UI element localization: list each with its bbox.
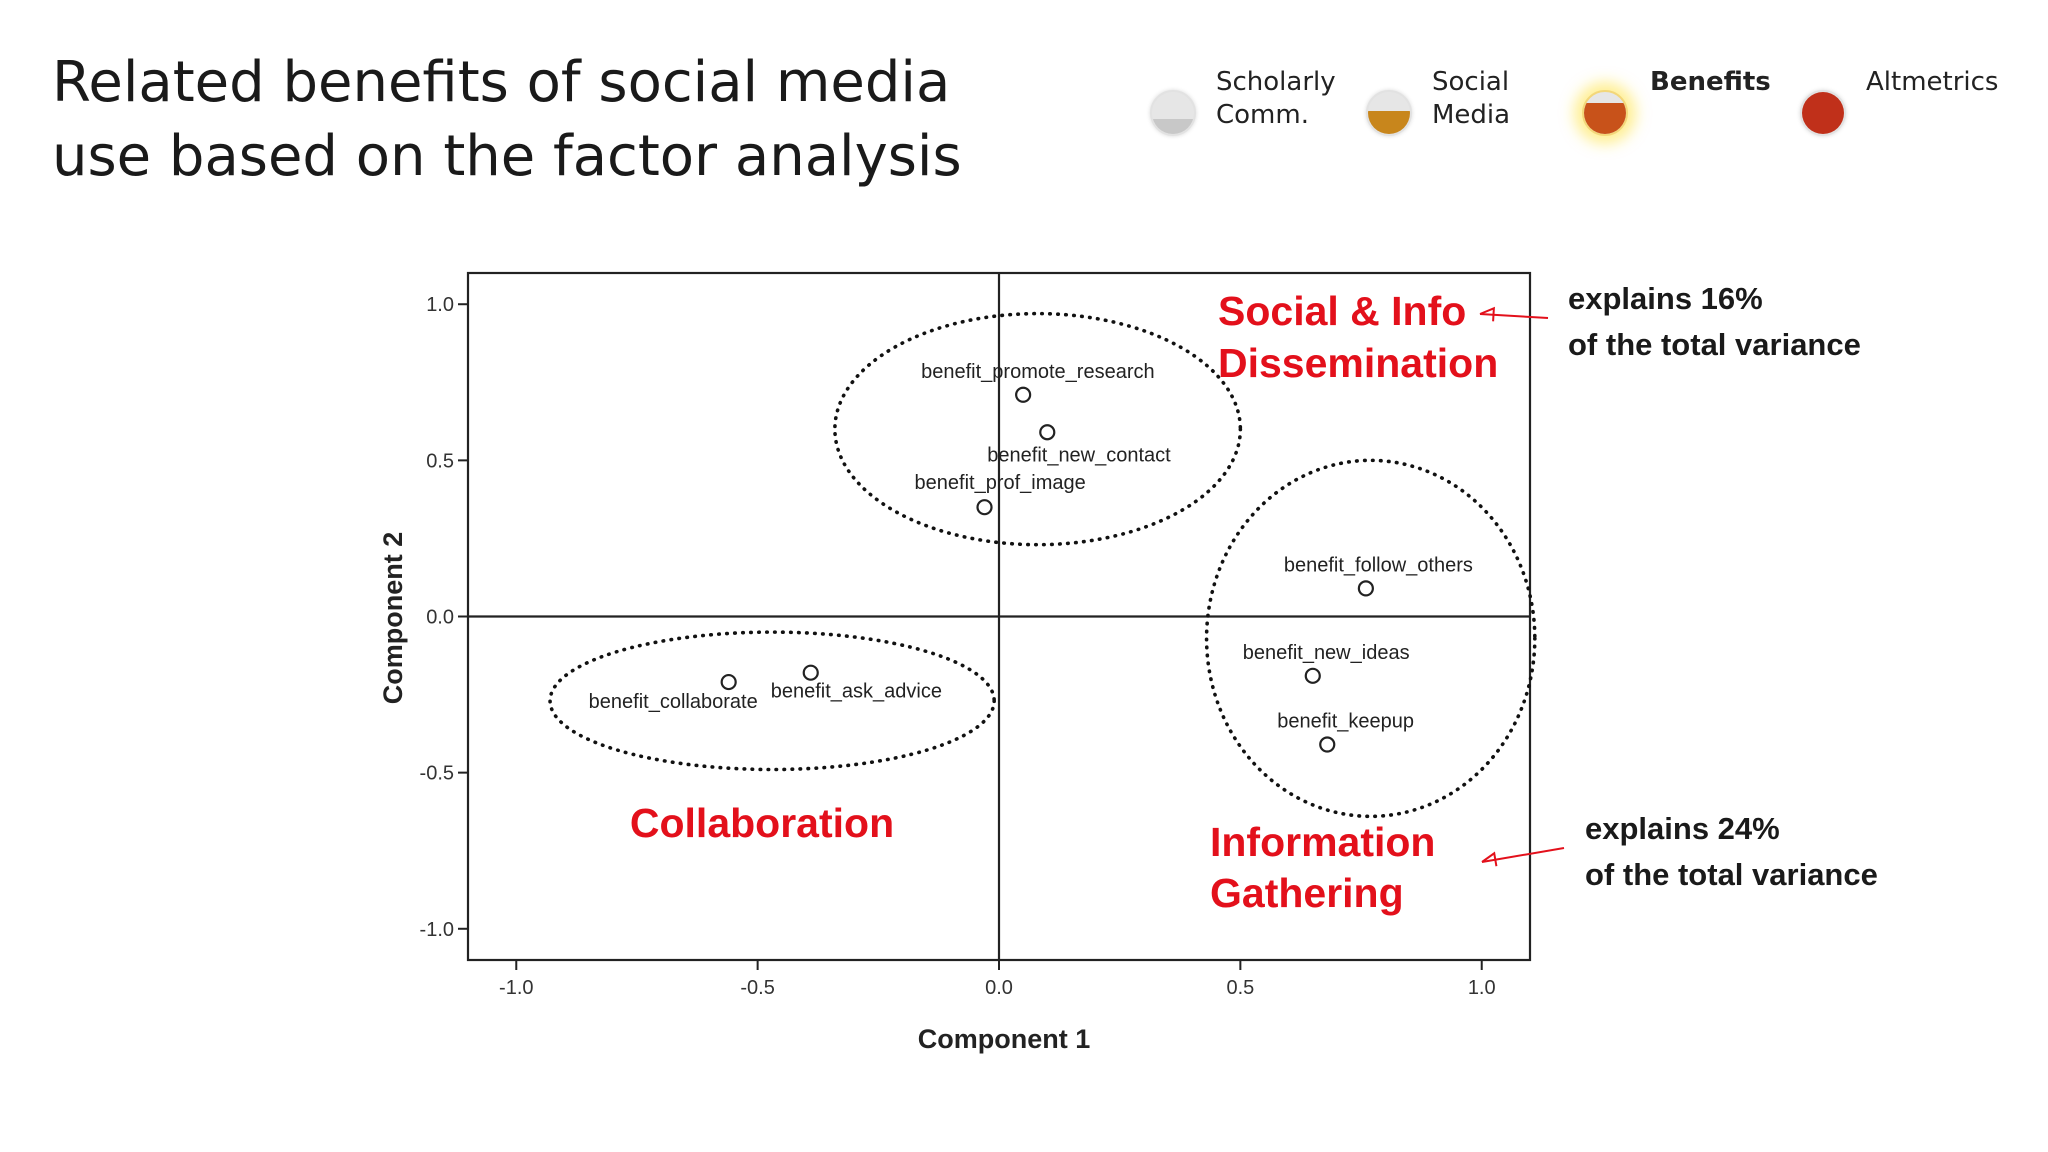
x-tick-label: -1.0: [499, 977, 533, 999]
nav-dot-social-media-icon: [1366, 90, 1412, 136]
slide-title-line-1: Related benefits of social media: [52, 50, 951, 115]
variance-note-social-info: explains 16% of the total variance: [1568, 281, 1861, 362]
cluster-ellipse: [548, 630, 996, 772]
data-point-label: benefit_promote_research: [921, 361, 1154, 383]
annotation-arrow: [1479, 313, 1549, 319]
annotation-arrowhead: [1481, 851, 1498, 867]
slide-title-line-2: use based on the factor analysis: [52, 124, 962, 189]
cluster-label: Gathering: [1210, 870, 1404, 916]
data-point: [1304, 667, 1321, 684]
nav-dot-altmetrics-icon: [1800, 90, 1846, 136]
y-tick-label: -0.5: [420, 763, 454, 785]
data-point: [1039, 424, 1056, 441]
data-point: [720, 673, 737, 691]
x-axis-label: Component 1: [918, 1024, 1091, 1054]
y-tick-label: 1.0: [426, 294, 454, 316]
x-tick-label: 0.0: [985, 977, 1013, 999]
cluster-label: Social & Info: [1218, 288, 1466, 334]
y-axis-label: Component 2: [378, 532, 408, 705]
nav-label-social-media: Social Media: [1432, 67, 1511, 130]
data-point-label: benefit_collaborate: [589, 691, 758, 713]
cluster-label: Dissemination: [1218, 340, 1498, 386]
y-tick-label: 0.0: [426, 607, 454, 629]
annotation-arrowhead: [1479, 306, 1495, 322]
cluster-label: Collaboration: [630, 800, 894, 846]
cluster-ellipse: [833, 311, 1243, 547]
nav-dot-scholarly-comm-icon: [1150, 90, 1196, 136]
data-point: [802, 664, 819, 681]
nav-label-scholarly-comm: Scholarly Comm.: [1216, 67, 1336, 130]
y-tick-label: 0.5: [426, 450, 454, 472]
slide-title: Related benefits of social media use bas…: [52, 46, 1052, 194]
data-point-label: benefit_follow_others: [1284, 554, 1473, 576]
x-tick-label: 1.0: [1468, 977, 1496, 999]
cluster-ellipse: [1204, 458, 1537, 819]
data-point-label: benefit_ask_advice: [771, 681, 942, 703]
nav-label-benefits: Benefits: [1650, 67, 1771, 97]
x-tick-label: -0.5: [740, 977, 774, 999]
y-tick-label: -1.0: [420, 919, 454, 941]
data-point: [976, 499, 993, 516]
data-point: [1319, 736, 1336, 753]
variance-note-information-gathering: explains 24% of the total variance: [1585, 811, 1878, 892]
data-point: [1357, 580, 1374, 597]
data-point-label: benefit_keepup: [1277, 711, 1414, 733]
nav-dot-benefits-icon: [1582, 90, 1628, 136]
data-point-label: benefit_new_contact: [987, 444, 1171, 466]
data-point-label: benefit_prof_image: [915, 472, 1086, 494]
cluster-label: Information: [1210, 819, 1435, 865]
x-tick-label: 0.5: [1226, 977, 1254, 999]
data-point: [1015, 386, 1032, 403]
data-point-label: benefit_new_ideas: [1243, 642, 1410, 664]
nav-label-altmetrics: Altmetrics: [1866, 67, 1999, 97]
